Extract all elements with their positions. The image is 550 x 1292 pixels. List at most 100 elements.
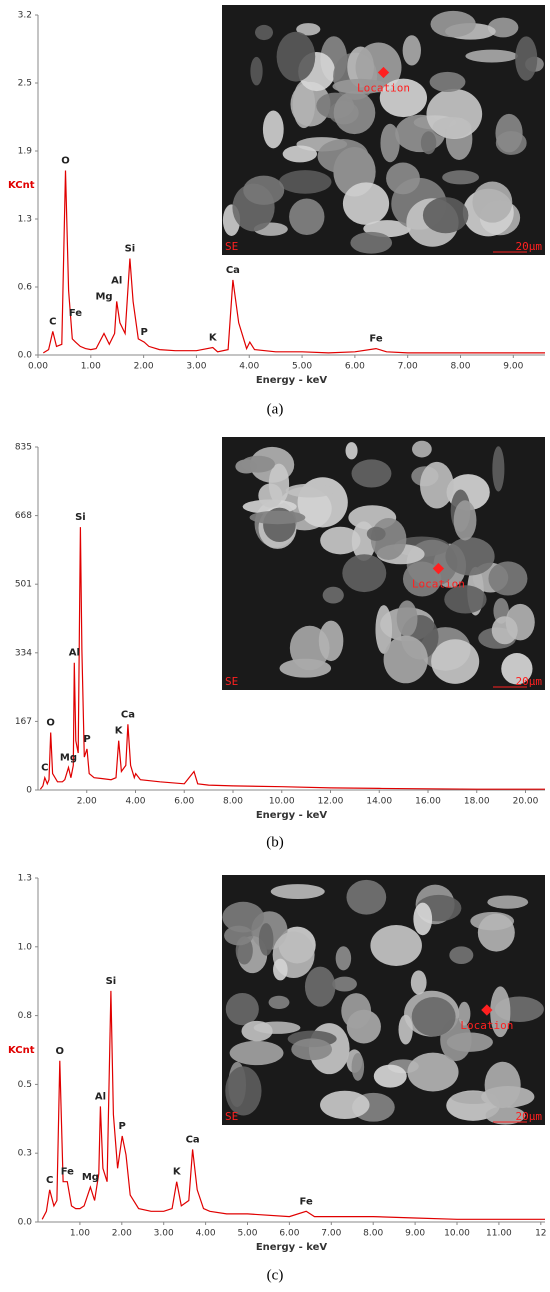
peak-label: O: [46, 717, 55, 728]
y-tick-label: 167: [15, 717, 32, 727]
x-tick-label: 6.00: [279, 1229, 299, 1239]
particle: [320, 526, 361, 555]
x-tick-label: 6.00: [174, 797, 194, 807]
inset-label: SE: [225, 240, 238, 253]
particle: [379, 78, 428, 118]
particle: [333, 91, 376, 135]
y-tick-label: 1.3: [18, 874, 32, 884]
x-tick-label: 10.00: [444, 1229, 470, 1239]
x-tick-label: 8.00: [450, 362, 470, 372]
panel-caption: (b): [266, 834, 284, 850]
peak-label: P: [140, 327, 147, 338]
peak-label: P: [119, 1121, 126, 1132]
particle: [386, 162, 420, 195]
particle: [258, 483, 283, 508]
particle: [241, 1020, 273, 1042]
particle: [222, 901, 265, 933]
particle: [258, 923, 274, 956]
peak-label: Si: [125, 243, 136, 254]
particle: [318, 620, 344, 662]
particle: [488, 561, 528, 596]
x-tick-label: 12.00: [318, 797, 344, 807]
x-tick-label: 0.00: [28, 362, 48, 372]
particle: [276, 31, 316, 82]
x-tick-label: 7.00: [321, 1229, 341, 1239]
x-tick-label: 12: [535, 1229, 546, 1239]
panel-caption: (c): [267, 1267, 284, 1283]
x-tick-label: 6.00: [345, 362, 365, 372]
x-tick-label: 3.00: [154, 1229, 174, 1239]
x-tick-label: 8.00: [363, 1229, 383, 1239]
particle: [398, 1014, 413, 1045]
particle: [225, 1066, 262, 1116]
particle: [380, 123, 400, 163]
particle: [351, 459, 392, 488]
x-tick-label: 8.00: [223, 797, 243, 807]
inset-label: SE: [225, 675, 238, 688]
particle: [249, 510, 306, 525]
y-tick-label: 668: [15, 511, 32, 521]
particle: [335, 946, 352, 971]
y-tick-label: 0.8: [18, 1011, 33, 1021]
particle: [445, 537, 495, 576]
particle: [332, 78, 389, 94]
y-tick-label: 334: [15, 648, 32, 658]
peak-label: K: [209, 332, 218, 343]
y-tick-label: 0.5: [18, 1080, 32, 1090]
x-tick-label: 14.00: [366, 797, 392, 807]
x-tick-label: 11.00: [486, 1229, 512, 1239]
particle: [250, 56, 263, 86]
y-tick-label: 0.0: [18, 1218, 33, 1228]
y-tick-label: 0.3: [18, 1149, 32, 1159]
particle: [229, 1040, 284, 1066]
particle: [273, 958, 288, 981]
particle: [341, 993, 372, 1029]
particle: [332, 976, 357, 992]
particle: [291, 1038, 333, 1061]
particle: [282, 145, 318, 163]
particle: [426, 88, 483, 140]
particle: [317, 139, 369, 174]
particle: [366, 526, 386, 541]
peak-label: O: [61, 156, 70, 167]
particle: [429, 71, 466, 92]
particle: [449, 946, 474, 964]
peak-label: K: [173, 1167, 182, 1178]
inset-label: 20µm: [516, 1110, 543, 1123]
x-tick-label: 2.00: [77, 797, 97, 807]
peak-label: Fe: [369, 334, 382, 345]
particle: [431, 639, 480, 684]
particle: [472, 181, 513, 223]
y-tick-label: 0.6: [18, 283, 33, 293]
peak-label: P: [83, 734, 90, 745]
particle: [444, 585, 487, 614]
x-tick-label: 20.00: [513, 797, 539, 807]
peak-label: Fe: [300, 1196, 313, 1207]
particle: [243, 175, 285, 205]
x-tick-label: 5.00: [237, 1229, 257, 1239]
peak-label: O: [56, 1046, 65, 1057]
x-tick-label: 9.00: [503, 362, 523, 372]
particle: [375, 605, 393, 654]
particle: [289, 198, 325, 236]
y-axis-label: KCnt: [8, 1045, 35, 1056]
y-tick-label: 0.0: [18, 351, 33, 361]
peak-label: Al: [69, 648, 80, 659]
particle: [322, 586, 344, 604]
peak-label: C: [49, 316, 56, 327]
particle: [345, 442, 358, 460]
particle: [270, 884, 325, 900]
x-tick-label: 3.00: [186, 362, 206, 372]
y-axis-label: KCnt: [8, 180, 35, 191]
particle: [292, 80, 316, 129]
peak-label: Ca: [186, 1134, 200, 1145]
particle: [402, 561, 442, 597]
particle: [490, 986, 511, 1038]
particle: [320, 1090, 370, 1120]
particle: [422, 197, 469, 234]
peak-label: Mg: [95, 292, 112, 303]
peak-label: Al: [111, 276, 122, 287]
panel-caption: (a): [267, 401, 284, 417]
x-axis-label: Energy - keV: [256, 810, 328, 821]
